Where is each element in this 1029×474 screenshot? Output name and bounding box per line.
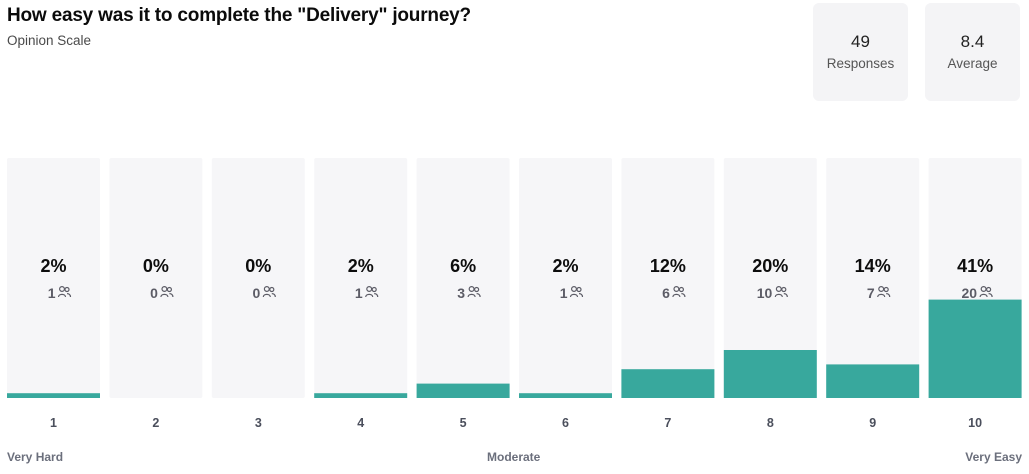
people-icon (569, 285, 584, 298)
percent-label: 14% (855, 256, 891, 276)
people-icon (57, 285, 72, 298)
percent-label: 41% (957, 256, 993, 276)
count-label: 10 (757, 285, 773, 301)
scale-label-very-easy: Very Easy (965, 450, 1022, 464)
question-type-label: Opinion Scale (7, 33, 92, 48)
count-label: 0 (253, 285, 261, 301)
bar (7, 393, 100, 398)
bar (416, 383, 510, 398)
percent-label: 2% (40, 256, 66, 276)
count-label: 1 (560, 285, 568, 301)
x-tick-label: 1 (50, 416, 57, 430)
percent-label: 2% (552, 256, 578, 276)
people-icon (467, 285, 481, 298)
bucket-background (211, 158, 305, 398)
people-icon (774, 285, 788, 298)
bucket-background (416, 158, 510, 398)
scale-label-moderate: Moderate (487, 450, 541, 464)
bucket-8: 20% 10 8 (723, 158, 817, 430)
bucket-background (723, 158, 817, 398)
bucket-background (621, 158, 715, 398)
count-label: 6 (662, 285, 670, 301)
count-label: 0 (150, 285, 158, 301)
bar (826, 364, 920, 398)
percent-label: 0% (143, 256, 169, 276)
bucket-9: 14% 7 9 (826, 158, 920, 430)
x-tick-label: 3 (255, 416, 262, 430)
bucket-10: 41% 20 10 (928, 158, 1022, 430)
bar (519, 393, 612, 398)
average-stat-card: 8.4 Average (925, 3, 1020, 101)
x-tick-label: 5 (460, 416, 467, 430)
count-label: 7 (867, 285, 875, 301)
people-icon (672, 285, 686, 298)
average-label: Average (947, 56, 998, 71)
question-title: How easy was it to complete the "Deliver… (7, 5, 471, 26)
bucket-1: 2% 1 1 (7, 158, 100, 430)
people-icon (365, 285, 379, 298)
responses-value: 49 (851, 32, 870, 51)
percent-label: 6% (450, 256, 476, 276)
people-icon (877, 285, 891, 298)
scale-label-very-hard: Very Hard (7, 450, 64, 464)
count-label: 1 (48, 285, 56, 301)
bucket-background (826, 158, 920, 398)
percent-label: 2% (348, 256, 374, 276)
responses-label: Responses (826, 56, 895, 71)
bar (621, 369, 715, 398)
responses-stat-card: 49 Responses (813, 3, 908, 101)
bucket-background (7, 158, 100, 398)
bucket-4: 2% 1 4 (314, 158, 408, 430)
x-tick-label: 7 (664, 416, 671, 430)
bar (723, 350, 817, 398)
bucket-2: 0% 0 2 (109, 158, 203, 430)
x-tick-label: 2 (152, 416, 159, 430)
x-tick-label: 4 (357, 416, 364, 430)
bucket-5: 6% 3 5 (416, 158, 510, 430)
count-label: 1 (355, 285, 363, 301)
x-tick-label: 9 (869, 416, 876, 430)
count-label: 3 (457, 285, 465, 301)
bucket-background (519, 158, 612, 398)
percent-label: 0% (245, 256, 271, 276)
bar (314, 393, 408, 398)
bucket-3: 0% 0 3 (211, 158, 305, 430)
percent-label: 12% (650, 256, 686, 276)
people-icon (262, 285, 276, 298)
people-icon (160, 285, 174, 298)
bar (928, 299, 1022, 398)
bucket-6: 2% 1 6 (519, 158, 612, 430)
bucket-background (109, 158, 203, 398)
count-label: 20 (962, 285, 978, 301)
bucket-background (314, 158, 408, 398)
bucket-7: 12% 6 7 (621, 158, 715, 430)
x-tick-label: 6 (562, 416, 569, 430)
percent-label: 20% (752, 256, 788, 276)
people-icon (979, 285, 993, 298)
x-tick-label: 10 (968, 416, 982, 430)
average-value: 8.4 (960, 32, 985, 51)
x-tick-label: 8 (767, 416, 774, 430)
